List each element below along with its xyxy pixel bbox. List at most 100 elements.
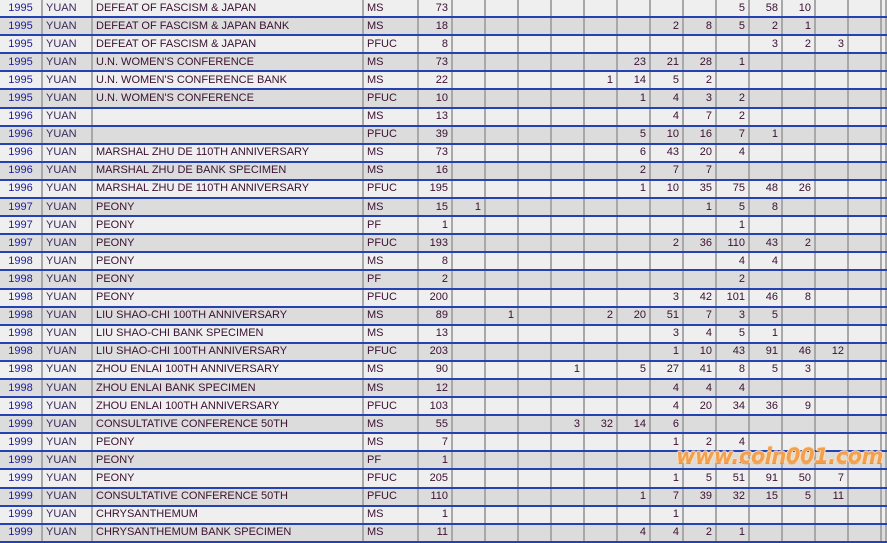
cell-quantity[interactable]: 1 bbox=[418, 216, 453, 236]
cell-grade-count[interactable] bbox=[584, 324, 618, 344]
cell-description[interactable]: U.N. WOMEN'S CONFERENCE bbox=[92, 53, 364, 73]
cell-grade-count[interactable] bbox=[782, 306, 816, 326]
table-row[interactable]: 1996 YUAN MARSHAL ZHU DE 110TH ANNIVERSARY… bbox=[0, 143, 887, 163]
cell-grade-count[interactable]: 12 bbox=[815, 342, 849, 362]
cell-grade-count[interactable] bbox=[782, 324, 816, 344]
table-row[interactable]: 1998 YUAN LIU SHAO-CHI BANK SPECIMEN MS 13 3 4… bbox=[0, 324, 887, 344]
cell-grade[interactable]: MS bbox=[363, 198, 419, 218]
cell-grade-count[interactable]: 5 bbox=[749, 306, 783, 326]
cell-unit[interactable]: YUAN bbox=[42, 378, 93, 399]
cell-quantity[interactable]: 13 bbox=[418, 107, 453, 127]
cell-grade-count[interactable] bbox=[683, 270, 717, 290]
cell-grade-count[interactable] bbox=[749, 378, 783, 399]
cell-grade-count[interactable] bbox=[551, 433, 585, 453]
cell-grade-count[interactable]: 5 bbox=[716, 324, 750, 344]
cell-grade[interactable]: PF bbox=[363, 451, 419, 471]
cell-grade-count[interactable] bbox=[584, 487, 618, 507]
cell-grade[interactable]: MS bbox=[363, 17, 419, 37]
cell-grade-count[interactable] bbox=[848, 360, 882, 380]
cell-grade-count[interactable] bbox=[485, 288, 519, 308]
cell-grade-count[interactable] bbox=[815, 53, 849, 73]
cell-unit[interactable]: YUAN bbox=[42, 17, 93, 37]
cell-grade-count[interactable] bbox=[584, 143, 618, 163]
cell-grade-count[interactable] bbox=[782, 451, 816, 471]
cell-grade-count[interactable] bbox=[848, 523, 882, 543]
cell-grade-count[interactable] bbox=[452, 125, 486, 145]
cell-grade-count[interactable] bbox=[617, 216, 651, 236]
cell-grade-count[interactable]: 26 bbox=[782, 179, 816, 200]
table-row[interactable]: 1995 YUAN U.N. WOMEN'S CONFERENCE BANK MS 22… bbox=[0, 71, 887, 91]
cell-grade-count[interactable] bbox=[518, 505, 552, 525]
cell-year[interactable]: 1997 bbox=[0, 234, 43, 254]
cell-unit[interactable]: YUAN bbox=[42, 360, 93, 380]
cell-grade-count[interactable]: 1 bbox=[650, 469, 684, 489]
cell-grade[interactable]: MS bbox=[363, 433, 419, 453]
cell-grade-count[interactable] bbox=[782, 107, 816, 127]
cell-grade-count[interactable]: 32 bbox=[584, 415, 618, 435]
cell-grade[interactable]: MS bbox=[363, 415, 419, 435]
cell-grade[interactable]: PF bbox=[363, 216, 419, 236]
table-row[interactable]: 1998 YUAN PEONY MS 8 4 4 bbox=[0, 252, 887, 272]
cell-grade-count[interactable] bbox=[551, 451, 585, 471]
cell-grade-count[interactable]: 1 bbox=[716, 451, 750, 471]
cell-quantity[interactable]: 205 bbox=[418, 469, 453, 489]
cell-year[interactable]: 1998 bbox=[0, 252, 43, 272]
cell-grade[interactable]: MS bbox=[363, 161, 419, 181]
cell-grade-count[interactable]: 4 bbox=[716, 378, 750, 399]
cell-grade-count[interactable]: 5 bbox=[650, 71, 684, 91]
cell-grade-count[interactable] bbox=[584, 17, 618, 37]
cell-grade-count[interactable] bbox=[485, 107, 519, 127]
cell-grade-count[interactable] bbox=[584, 89, 618, 109]
cell-grade-count[interactable] bbox=[518, 143, 552, 163]
cell-grade[interactable]: MS bbox=[363, 0, 419, 19]
cell-grade-count[interactable]: 4 bbox=[716, 433, 750, 453]
cell-grade-count[interactable] bbox=[518, 17, 552, 37]
cell-grade-count[interactable] bbox=[881, 71, 887, 91]
cell-grade-count[interactable] bbox=[617, 397, 651, 417]
cell-grade-count[interactable]: 2 bbox=[716, 107, 750, 127]
cell-grade-count[interactable]: 7 bbox=[716, 125, 750, 145]
cell-grade-count[interactable]: 51 bbox=[650, 306, 684, 326]
cell-grade-count[interactable] bbox=[452, 288, 486, 308]
table-row[interactable]: 1997 YUAN PEONY MS 15 1 1 5 8 bbox=[0, 198, 887, 218]
cell-grade-count[interactable] bbox=[485, 433, 519, 453]
cell-unit[interactable]: YUAN bbox=[42, 35, 93, 55]
cell-grade-count[interactable] bbox=[551, 523, 585, 543]
cell-grade-count[interactable] bbox=[749, 71, 783, 91]
cell-grade-count[interactable] bbox=[815, 324, 849, 344]
cell-unit[interactable]: YUAN bbox=[42, 107, 93, 127]
cell-grade-count[interactable] bbox=[518, 0, 552, 19]
cell-grade-count[interactable] bbox=[518, 306, 552, 326]
cell-grade-count[interactable]: 14 bbox=[617, 71, 651, 91]
cell-grade-count[interactable] bbox=[881, 107, 887, 127]
cell-grade-count[interactable]: 101 bbox=[716, 288, 750, 308]
cell-grade-count[interactable] bbox=[848, 288, 882, 308]
cell-grade-count[interactable]: 6 bbox=[650, 415, 684, 435]
cell-grade-count[interactable] bbox=[815, 234, 849, 254]
cell-unit[interactable]: YUAN bbox=[42, 451, 93, 471]
cell-grade[interactable]: PFUC bbox=[363, 397, 419, 417]
cell-description[interactable]: MARSHAL ZHU DE 110TH ANNIVERSARY bbox=[92, 179, 364, 200]
cell-grade-count[interactable] bbox=[782, 125, 816, 145]
cell-grade-count[interactable] bbox=[452, 107, 486, 127]
cell-grade-count[interactable] bbox=[584, 216, 618, 236]
cell-grade-count[interactable] bbox=[485, 216, 519, 236]
cell-grade-count[interactable] bbox=[584, 179, 618, 200]
cell-grade-count[interactable] bbox=[881, 324, 887, 344]
cell-grade-count[interactable] bbox=[452, 17, 486, 37]
cell-grade-count[interactable] bbox=[452, 451, 486, 471]
cell-grade-count[interactable] bbox=[815, 360, 849, 380]
cell-unit[interactable]: YUAN bbox=[42, 53, 93, 73]
cell-year[interactable]: 1995 bbox=[0, 53, 43, 73]
cell-grade-count[interactable] bbox=[452, 397, 486, 417]
cell-grade-count[interactable]: 3 bbox=[683, 89, 717, 109]
cell-grade-count[interactable] bbox=[848, 35, 882, 55]
cell-description[interactable]: MARSHAL ZHU DE BANK SPECIMEN bbox=[92, 161, 364, 181]
cell-grade-count[interactable] bbox=[881, 270, 887, 290]
cell-grade-count[interactable] bbox=[815, 415, 849, 435]
cell-grade-count[interactable] bbox=[683, 252, 717, 272]
cell-grade-count[interactable] bbox=[848, 17, 882, 37]
cell-grade-count[interactable] bbox=[452, 469, 486, 489]
cell-grade-count[interactable] bbox=[617, 433, 651, 453]
cell-grade-count[interactable]: 1 bbox=[551, 360, 585, 380]
